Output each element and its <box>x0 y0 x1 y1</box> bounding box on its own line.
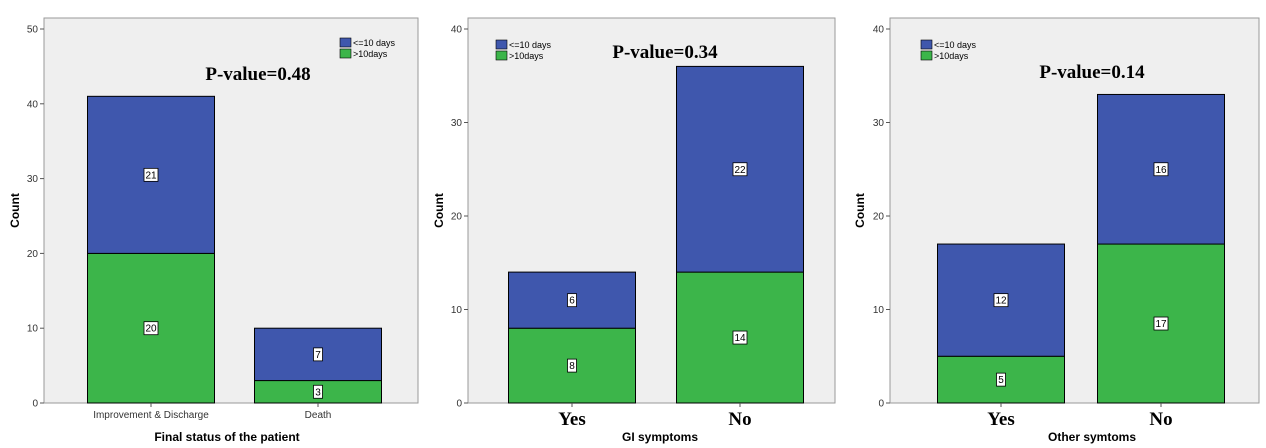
y-tick-label: 40 <box>873 25 885 36</box>
data-label-box <box>1153 316 1169 331</box>
x-category-label: Yes <box>987 409 1014 430</box>
data-label-box <box>732 162 748 177</box>
legend-label: >10days <box>353 49 388 59</box>
data-label-box <box>993 293 1009 308</box>
y-tick-label: 20 <box>873 212 885 223</box>
y-axis-title: Count <box>853 193 867 228</box>
data-label-box <box>313 347 323 362</box>
x-category-label: Improvement & Discharge <box>93 410 209 421</box>
y-tick-label: 20 <box>27 249 39 260</box>
x-category-label: Yes <box>558 409 585 430</box>
data-label-box <box>567 358 577 373</box>
data-label: 6 <box>569 296 575 307</box>
y-tick-label: 10 <box>451 305 463 316</box>
y-tick-label: 30 <box>27 174 39 185</box>
x-category-label: No <box>1149 409 1172 430</box>
legend-swatch <box>339 48 352 59</box>
legend: <=10 days>10days <box>495 39 552 61</box>
legend-label: <=10 days <box>509 40 552 50</box>
data-label: 3 <box>315 387 321 398</box>
y-tick-label: 50 <box>27 25 39 36</box>
legend-label: <=10 days <box>934 40 977 50</box>
y-tick-label: 0 <box>878 399 884 410</box>
legend-label: >10days <box>934 51 969 61</box>
data-label: 17 <box>1155 319 1167 330</box>
chart-panel-1: 0 10 20 30 40 50 Count 20 21 Improvement & Discha… <box>8 17 419 444</box>
legend-swatch <box>495 50 508 61</box>
data-label: 5 <box>998 375 1004 386</box>
data-label: 22 <box>734 165 746 176</box>
y-tick-label: 20 <box>451 212 463 223</box>
data-label-box <box>313 384 323 399</box>
data-label-box <box>1153 162 1169 177</box>
data-label: 7 <box>315 350 321 361</box>
y-tick-label: 30 <box>451 118 463 129</box>
data-label: 14 <box>734 333 746 344</box>
y-axis-title: Count <box>8 193 22 228</box>
y-tick-label: 0 <box>32 399 38 410</box>
data-label-box <box>732 330 748 345</box>
x-axis-title: Final status of the patient <box>154 430 299 444</box>
x-category-label: No <box>728 409 751 430</box>
legend-label: <=10 days <box>353 38 396 48</box>
data-label-box <box>143 167 159 182</box>
y-axis-title: Count <box>432 193 446 228</box>
chart-panel-2: 0 10 20 30 40 Count 8 6 Yes 14 22 No GI symptoms <=10… <box>432 17 836 444</box>
x-axis-title: GI symptoms <box>622 430 698 444</box>
y-tick-label: 0 <box>456 399 462 410</box>
legend-swatch <box>339 37 352 48</box>
legend-swatch <box>920 39 933 50</box>
data-label: 12 <box>995 296 1007 307</box>
data-label: 16 <box>1155 165 1167 176</box>
p-value-annotation: P-value=0.48 <box>205 64 310 85</box>
y-tick-label: 40 <box>27 99 39 110</box>
data-label-box <box>567 293 577 308</box>
legend: <=10 days>10days <box>920 39 977 61</box>
data-label: 8 <box>569 361 575 372</box>
y-tick-label: 10 <box>27 324 39 335</box>
legend-label: >10days <box>509 51 544 61</box>
x-category-label: Death <box>305 410 332 421</box>
chart-panel-3: 0 10 20 30 40 Count 5 12 Yes 17 16 No Other symtoms <… <box>853 17 1260 444</box>
y-tick-label: 10 <box>873 305 885 316</box>
p-value-annotation: P-value=0.34 <box>612 42 718 63</box>
data-label-box <box>996 372 1006 387</box>
legend: <=10 days>10days <box>339 37 396 59</box>
x-axis-title: Other symtoms <box>1048 430 1136 444</box>
data-label: 20 <box>145 324 157 335</box>
data-label-box <box>143 321 159 336</box>
y-tick-label: 40 <box>451 25 463 36</box>
p-value-annotation: P-value=0.14 <box>1039 62 1145 83</box>
data-label: 21 <box>145 170 157 181</box>
legend-swatch <box>495 39 508 50</box>
legend-swatch <box>920 50 933 61</box>
y-tick-label: 30 <box>873 118 885 129</box>
